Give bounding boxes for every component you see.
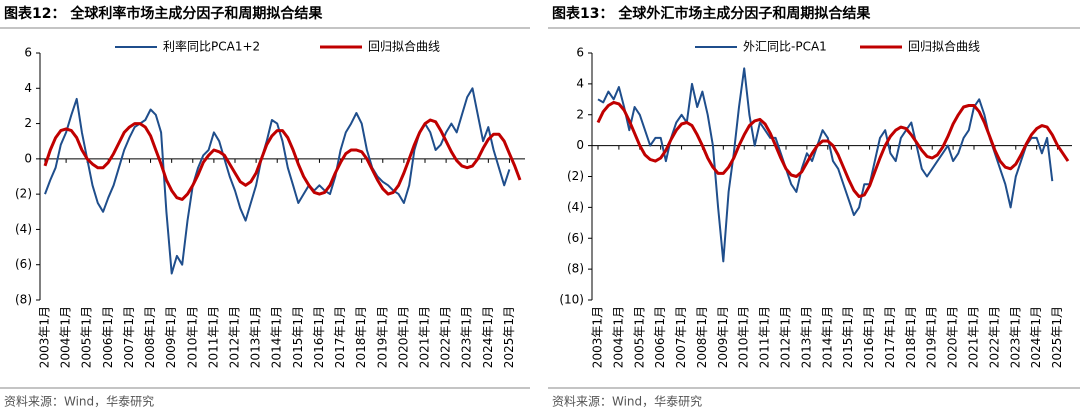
legend-label: 外汇同比-PCA1 [743, 40, 827, 54]
x-tick-label: 2006年1月 [653, 306, 667, 368]
x-tick-label: 2011年1月 [206, 306, 220, 368]
x-tick-label: 2019年1月 [375, 306, 389, 368]
x-tick-label: 2018年1月 [354, 306, 368, 368]
y-tick-label: (8) [15, 293, 32, 307]
x-tick-label: 2025年1月 [1050, 306, 1064, 368]
y-tick-label: 6 [24, 46, 32, 60]
x-tick-label: 2003年1月 [591, 306, 605, 368]
legend-label: 回归拟合曲线 [368, 39, 440, 54]
series-line [44, 87, 511, 275]
y-tick-label: (10) [559, 293, 584, 307]
x-tick-label: 2020年1月 [396, 306, 410, 368]
x-tick-label: 2015年1月 [291, 306, 305, 368]
x-tick-label: 2009年1月 [716, 306, 730, 368]
x-tick-label: 2014年1月 [270, 306, 284, 368]
x-tick-label: 2019年1月 [925, 306, 939, 368]
x-tick-label: 2025年1月 [502, 306, 516, 368]
y-tick-label: 4 [576, 76, 584, 90]
y-tick-label: (6) [567, 231, 584, 245]
legend-label: 利率同比PCA1+2 [163, 39, 260, 54]
y-tick-label: 0 [24, 151, 32, 165]
x-tick-label: 2012年1月 [228, 306, 242, 368]
x-tick-label: 2010年1月 [737, 306, 751, 368]
x-tick-label: 2020年1月 [946, 306, 960, 368]
x-tick-label: 2018年1月 [904, 306, 918, 368]
x-tick-label: 2016年1月 [862, 306, 876, 368]
x-tick-label: 2007年1月 [674, 306, 688, 368]
x-tick-label: 2021年1月 [418, 306, 432, 368]
y-tick-label: (2) [567, 169, 584, 183]
x-tick-label: 2016年1月 [312, 306, 326, 368]
x-tick-label: 2013年1月 [799, 306, 813, 368]
x-tick-label: 2004年1月 [611, 306, 625, 368]
x-tick-label: 2007年1月 [122, 306, 136, 368]
x-tick-label: 2023年1月 [460, 306, 474, 368]
x-tick-label: 2017年1月 [883, 306, 897, 368]
y-tick-label: (2) [15, 187, 32, 201]
x-tick-label: 2021年1月 [967, 306, 981, 368]
y-tick-label: (8) [567, 262, 584, 276]
series-line [596, 100, 1070, 199]
x-tick-label: 2004年1月 [59, 306, 73, 368]
y-tick-label: 0 [576, 138, 584, 152]
series-line [43, 118, 522, 201]
x-tick-label: 2005年1月 [632, 306, 646, 368]
x-tick-label: 2003年1月 [38, 306, 52, 368]
x-tick-label: 2008年1月 [695, 306, 709, 368]
x-tick-label: 2005年1月 [80, 306, 94, 368]
x-tick-label: 2009年1月 [164, 306, 178, 368]
y-tick-label: 4 [24, 81, 32, 95]
x-tick-label: 2014年1月 [820, 306, 834, 368]
source: 资料来源：Wind，华泰研究 [552, 394, 702, 409]
y-tick-label: (4) [567, 200, 584, 214]
x-tick-label: 2010年1月 [185, 306, 199, 368]
source: 资料来源：Wind，华泰研究 [4, 394, 154, 409]
x-tick-label: 2015年1月 [841, 306, 855, 368]
x-tick-label: 2012年1月 [779, 306, 793, 368]
x-tick-label: 2013年1月 [249, 306, 263, 368]
y-tick-label: (6) [15, 257, 32, 271]
y-tick-label: 2 [576, 107, 584, 121]
x-tick-label: 2017年1月 [333, 306, 347, 368]
x-tick-label: 2011年1月 [758, 306, 772, 368]
series-line [597, 67, 1054, 263]
chart-title: 图表13： 全球外汇市场主成分因子和周期拟合结果 [552, 5, 871, 22]
y-tick-label: (4) [15, 222, 32, 236]
legend-label: 回归拟合曲线 [908, 39, 980, 54]
x-tick-label: 2008年1月 [143, 306, 157, 368]
x-tick-label: 2024年1月 [481, 306, 495, 368]
x-tick-label: 2006年1月 [101, 306, 115, 368]
x-tick-label: 2022年1月 [987, 306, 1001, 368]
chart-title: 图表12： 全球利率市场主成分因子和周期拟合结果 [4, 5, 323, 22]
x-tick-label: 2022年1月 [439, 306, 453, 368]
y-tick-label: 2 [24, 116, 32, 130]
y-tick-label: 6 [576, 46, 584, 60]
x-tick-label: 2023年1月 [1008, 306, 1022, 368]
x-tick-label: 2024年1月 [1029, 306, 1043, 368]
